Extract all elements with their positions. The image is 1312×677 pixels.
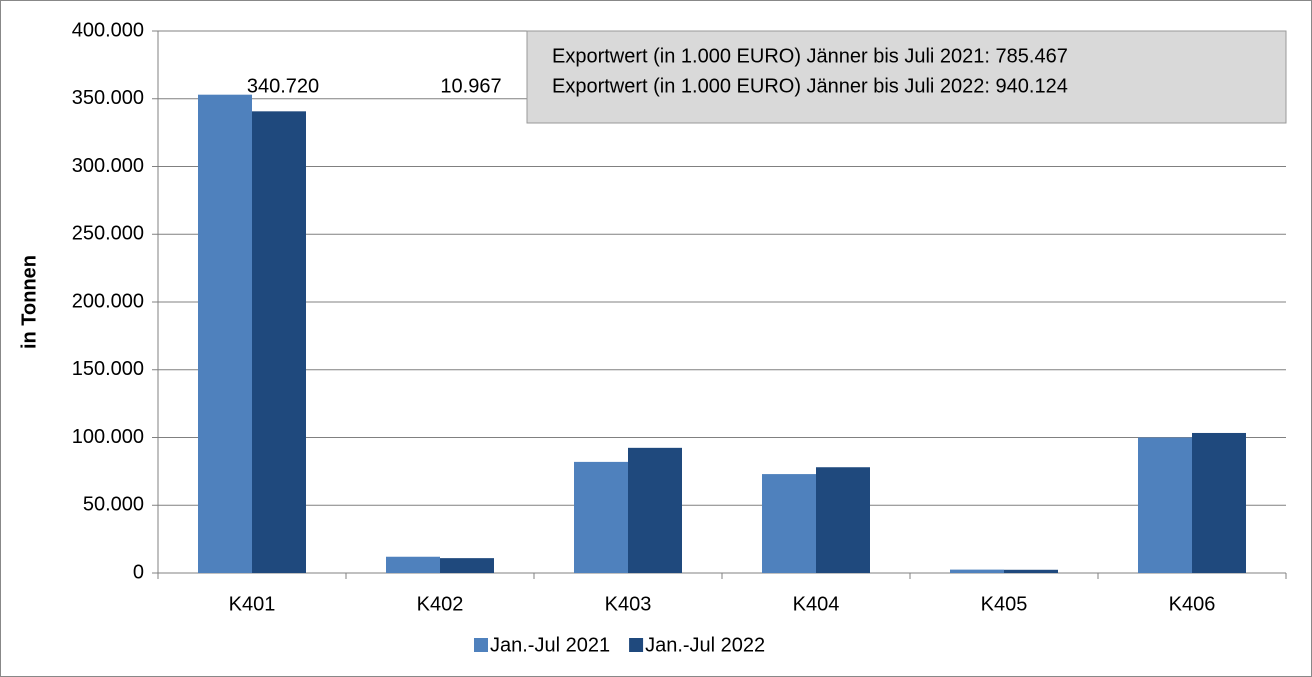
y-tick-label: 200.000 bbox=[72, 290, 144, 312]
bar bbox=[950, 569, 1004, 573]
annotation: Exportwert (in 1.000 EURO) Jänner bis Ju… bbox=[552, 45, 1068, 67]
bar bbox=[574, 461, 628, 573]
legend-swatch bbox=[629, 638, 644, 652]
bar bbox=[252, 111, 306, 573]
y-axis-label: in Tonnen bbox=[18, 255, 40, 349]
bar bbox=[762, 474, 816, 573]
y-tick-label: 350.000 bbox=[72, 87, 144, 109]
bar bbox=[198, 94, 252, 573]
legend-label: Jan.-Jul 2021 bbox=[490, 634, 610, 656]
bar bbox=[816, 467, 870, 573]
data-label: 10.967 bbox=[440, 75, 501, 97]
bar bbox=[1192, 432, 1246, 573]
legend-label: Jan.-Jul 2022 bbox=[645, 634, 765, 656]
x-tick-label: K406 bbox=[1169, 593, 1216, 615]
bar bbox=[1004, 569, 1058, 573]
y-tick-label: 0 bbox=[133, 561, 144, 583]
annotation: Exportwert (in 1.000 EURO) Jänner bis Ju… bbox=[552, 75, 1068, 97]
bar bbox=[1138, 437, 1192, 573]
y-tick-label: 100.000 bbox=[72, 426, 144, 448]
bar bbox=[440, 558, 494, 573]
y-tick-label: 400.000 bbox=[72, 19, 144, 41]
x-tick-label: K403 bbox=[605, 593, 652, 615]
bar bbox=[628, 447, 682, 573]
y-tick-label: 50.000 bbox=[83, 494, 144, 516]
annotation-box bbox=[526, 30, 1287, 124]
x-tick-label: K405 bbox=[981, 593, 1028, 615]
x-tick-label: K404 bbox=[793, 593, 840, 615]
x-tick-label: K402 bbox=[417, 593, 464, 615]
y-tick-label: 150.000 bbox=[72, 358, 144, 380]
bar bbox=[386, 556, 440, 573]
data-label: 340.720 bbox=[247, 75, 319, 97]
legend-swatch bbox=[474, 638, 488, 652]
x-tick-label: K401 bbox=[229, 593, 276, 615]
y-tick-label: 250.000 bbox=[72, 223, 144, 245]
y-tick-label: 300.000 bbox=[72, 155, 144, 177]
